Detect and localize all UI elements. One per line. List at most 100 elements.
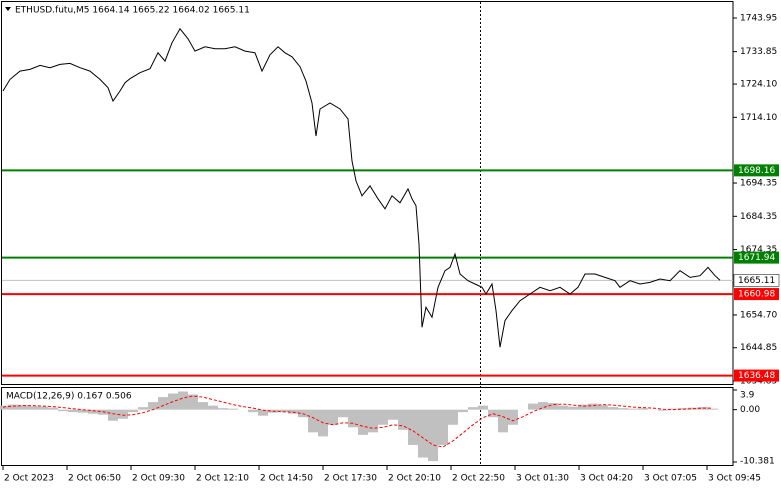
last-price-label: 1665.11	[738, 276, 775, 286]
y-tick-label: 1694.35	[740, 179, 777, 189]
macd-bar	[588, 403, 598, 410]
macd-bar	[618, 408, 628, 410]
level-label-box	[734, 288, 779, 301]
macd-bar	[468, 407, 478, 410]
y-tick-label: 1724.10	[740, 80, 777, 90]
macd-bar	[228, 408, 238, 410]
macd-bar	[178, 391, 188, 410]
macd-y-tick-label: 3.9	[740, 391, 755, 401]
macd-bar	[258, 409, 268, 416]
macd-bar	[388, 409, 398, 420]
y-tick-label: 1684.35	[740, 212, 777, 222]
level-label: 1698.16	[738, 166, 775, 176]
price-pane-frame	[1, 1, 734, 385]
macd-bar	[478, 405, 488, 410]
x-tick-label: 2 Oct 22:50	[452, 474, 505, 484]
macd-bar	[378, 409, 388, 425]
macd-bar	[658, 409, 668, 411]
macd-signal	[2, 395, 713, 448]
macd-bar	[68, 409, 78, 413]
level-label: 1660.98	[738, 290, 775, 300]
macd-bar	[408, 409, 418, 445]
x-tick-label: 2 Oct 2023	[4, 474, 54, 484]
macd-bar	[38, 406, 48, 410]
macd-bar	[58, 409, 68, 412]
y-tick-label: 1743.95	[740, 14, 777, 24]
macd-label: MACD(12,26,9) 0.167 0.506	[6, 392, 132, 402]
level-label: 1671.94	[738, 253, 775, 263]
macd-y-tick-label: -10.381	[740, 457, 775, 467]
macd-bar	[628, 408, 638, 410]
macd-bar	[18, 405, 28, 410]
chart-title: ETHUSD.futu,M5 1664.14 1665.22 1664.02 1…	[15, 6, 250, 16]
x-tick-label: 2 Oct 12:10	[196, 474, 249, 484]
level-label-box	[734, 369, 779, 382]
macd-bar	[598, 405, 608, 410]
x-tick-label: 3 Oct 09:45	[708, 474, 761, 484]
macd-bar	[668, 408, 678, 410]
macd-bar	[208, 405, 218, 410]
macd-bar	[78, 409, 88, 413]
macd-bar	[48, 407, 58, 410]
macd-bar	[148, 402, 158, 410]
macd-bar	[288, 409, 298, 414]
macd-bar	[418, 409, 428, 458]
macd-bar	[708, 408, 718, 410]
macd-bar	[158, 397, 168, 410]
macd-bar	[528, 403, 538, 410]
x-tick-label: 2 Oct 09:30	[132, 474, 185, 484]
macd-bar	[368, 409, 378, 433]
macd-bar	[358, 409, 368, 435]
macd-bar	[448, 409, 458, 425]
macd-bar	[578, 404, 588, 410]
y-tick-label: 1714.10	[740, 113, 777, 123]
macd-bar	[428, 409, 438, 462]
x-tick-label: 2 Oct 14:50	[260, 474, 313, 484]
y-tick-label: 1644.85	[740, 343, 777, 353]
macd-bar	[278, 409, 288, 413]
macd-bar	[328, 409, 338, 425]
macd-bar	[538, 402, 548, 410]
x-tick-label: 2 Oct 06:50	[68, 474, 121, 484]
macd-bar	[398, 409, 408, 430]
x-tick-label: 2 Oct 20:10	[388, 474, 441, 484]
macd-bar	[248, 409, 258, 413]
macd-bar	[188, 394, 198, 410]
macd-bar	[88, 409, 98, 414]
macd-bar	[638, 408, 648, 410]
last-price-box	[733, 274, 780, 287]
macd-bar	[138, 407, 148, 410]
macd-y-tick-label: 0.00	[740, 405, 760, 415]
macd-bar	[198, 402, 208, 410]
macd-bar	[508, 409, 518, 425]
menu-arrow[interactable]	[5, 7, 11, 11]
macd-bar	[8, 404, 18, 410]
macd-bar	[558, 405, 568, 410]
macd-bar	[458, 409, 468, 413]
x-tick-label: 3 Oct 01:30	[516, 474, 569, 484]
macd-bar	[308, 409, 318, 433]
macd-bar	[108, 409, 118, 421]
y-tick-label: 1733.85	[740, 47, 777, 57]
macd-bar	[128, 409, 138, 413]
level-label-box	[734, 164, 779, 177]
macd-bar	[608, 407, 618, 410]
macd-bar	[568, 406, 578, 410]
macd-pane-frame	[1, 387, 734, 466]
macd-bar	[548, 403, 558, 410]
x-tick-label: 3 Oct 07:05	[644, 474, 697, 484]
macd-bar	[338, 409, 348, 418]
level-label: 1636.48	[738, 371, 775, 381]
macd-bar	[218, 408, 228, 410]
x-tick-label: 3 Oct 04:20	[580, 474, 633, 484]
macd-bar	[0, 405, 8, 410]
macd-bar	[438, 409, 448, 445]
macd-bar	[498, 409, 508, 433]
x-tick-label: 2 Oct 17:30	[324, 474, 377, 484]
price-line	[2, 27, 721, 348]
level-label-box	[734, 251, 779, 264]
y-tick-label: 1674.35	[740, 245, 777, 255]
y-tick-label: 1654.70	[740, 310, 777, 320]
macd-bar	[28, 406, 38, 410]
